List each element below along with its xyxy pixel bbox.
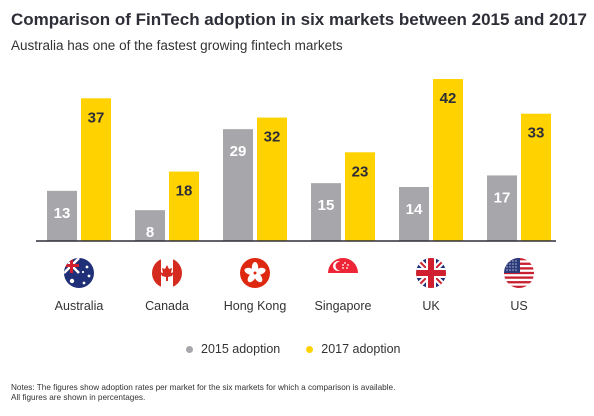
data-label-hong-kong-2017: 32 xyxy=(264,129,281,146)
data-label-hong-kong-2015: 29 xyxy=(230,143,247,160)
bar-canada-2015 xyxy=(135,210,165,241)
bar-hong-kong-2015 xyxy=(223,129,253,241)
category-label-canada: Canada xyxy=(145,299,189,313)
data-label-canada-2015: 8 xyxy=(146,224,154,241)
legend-label-2017: 2017 adoption xyxy=(321,342,401,356)
bar-uk-2017 xyxy=(433,79,463,241)
data-label-australia-2015: 13 xyxy=(54,205,71,222)
bar-chart: 13 37 Australia 8 18 Canada 29 32 Hong Kong 15 23 S… xyxy=(36,79,556,313)
data-label-us-2015: 17 xyxy=(494,189,511,206)
us-flag-icon xyxy=(504,258,534,288)
bar-us-2017 xyxy=(521,113,551,241)
chart-title: Comparison of FinTech adoption in six ma… xyxy=(11,10,587,29)
category-label-hong-kong: Hong Kong xyxy=(224,299,287,313)
legend-item-2015: 2015 adoption xyxy=(186,342,280,356)
legend-label-2015: 2015 adoption xyxy=(201,342,281,356)
bar-australia-2017 xyxy=(81,98,111,242)
legend-dot-2017-icon xyxy=(306,345,314,353)
chart-notes: Notes: The figures show adoption rates p… xyxy=(11,383,395,403)
data-label-canada-2017: 18 xyxy=(176,183,193,200)
australia-flag-icon xyxy=(64,258,94,288)
bar-australia-2015 xyxy=(47,190,77,241)
uk-flag-icon xyxy=(416,258,446,288)
singapore-flag-icon xyxy=(328,258,358,288)
hong-kong-flag-icon xyxy=(240,258,270,288)
bar-uk-2015 xyxy=(399,187,429,241)
category-label-australia: Australia xyxy=(55,299,104,313)
category-label-uk: UK xyxy=(422,299,440,313)
chart-subtitle: Australia has one of the fastest growing… xyxy=(11,38,343,53)
bar-singapore-2015 xyxy=(311,183,341,241)
category-label-singapore: Singapore xyxy=(315,299,372,313)
notes-line-2: All figures are shown in percentages. xyxy=(11,393,146,402)
data-label-uk-2015: 14 xyxy=(406,201,423,218)
bar-us-2015 xyxy=(487,175,517,241)
legend: 2015 adoption 2017 adoption xyxy=(186,342,427,356)
data-label-singapore-2015: 15 xyxy=(318,197,335,214)
bar-canada-2017 xyxy=(169,171,199,241)
data-label-singapore-2017: 23 xyxy=(352,163,369,180)
data-label-uk-2017: 42 xyxy=(440,90,457,107)
bar-singapore-2017 xyxy=(345,152,375,241)
data-label-us-2017: 33 xyxy=(528,125,545,142)
bar-hong-kong-2017 xyxy=(257,117,287,241)
canada-flag-icon xyxy=(152,258,182,288)
notes-line-1: Notes: The figures show adoption rates p… xyxy=(11,383,396,392)
legend-dot-2015-icon xyxy=(186,345,193,353)
category-label-us: US xyxy=(510,299,527,313)
legend-item-2017: 2017 adoption xyxy=(306,342,401,356)
data-label-australia-2017: 37 xyxy=(88,109,105,126)
